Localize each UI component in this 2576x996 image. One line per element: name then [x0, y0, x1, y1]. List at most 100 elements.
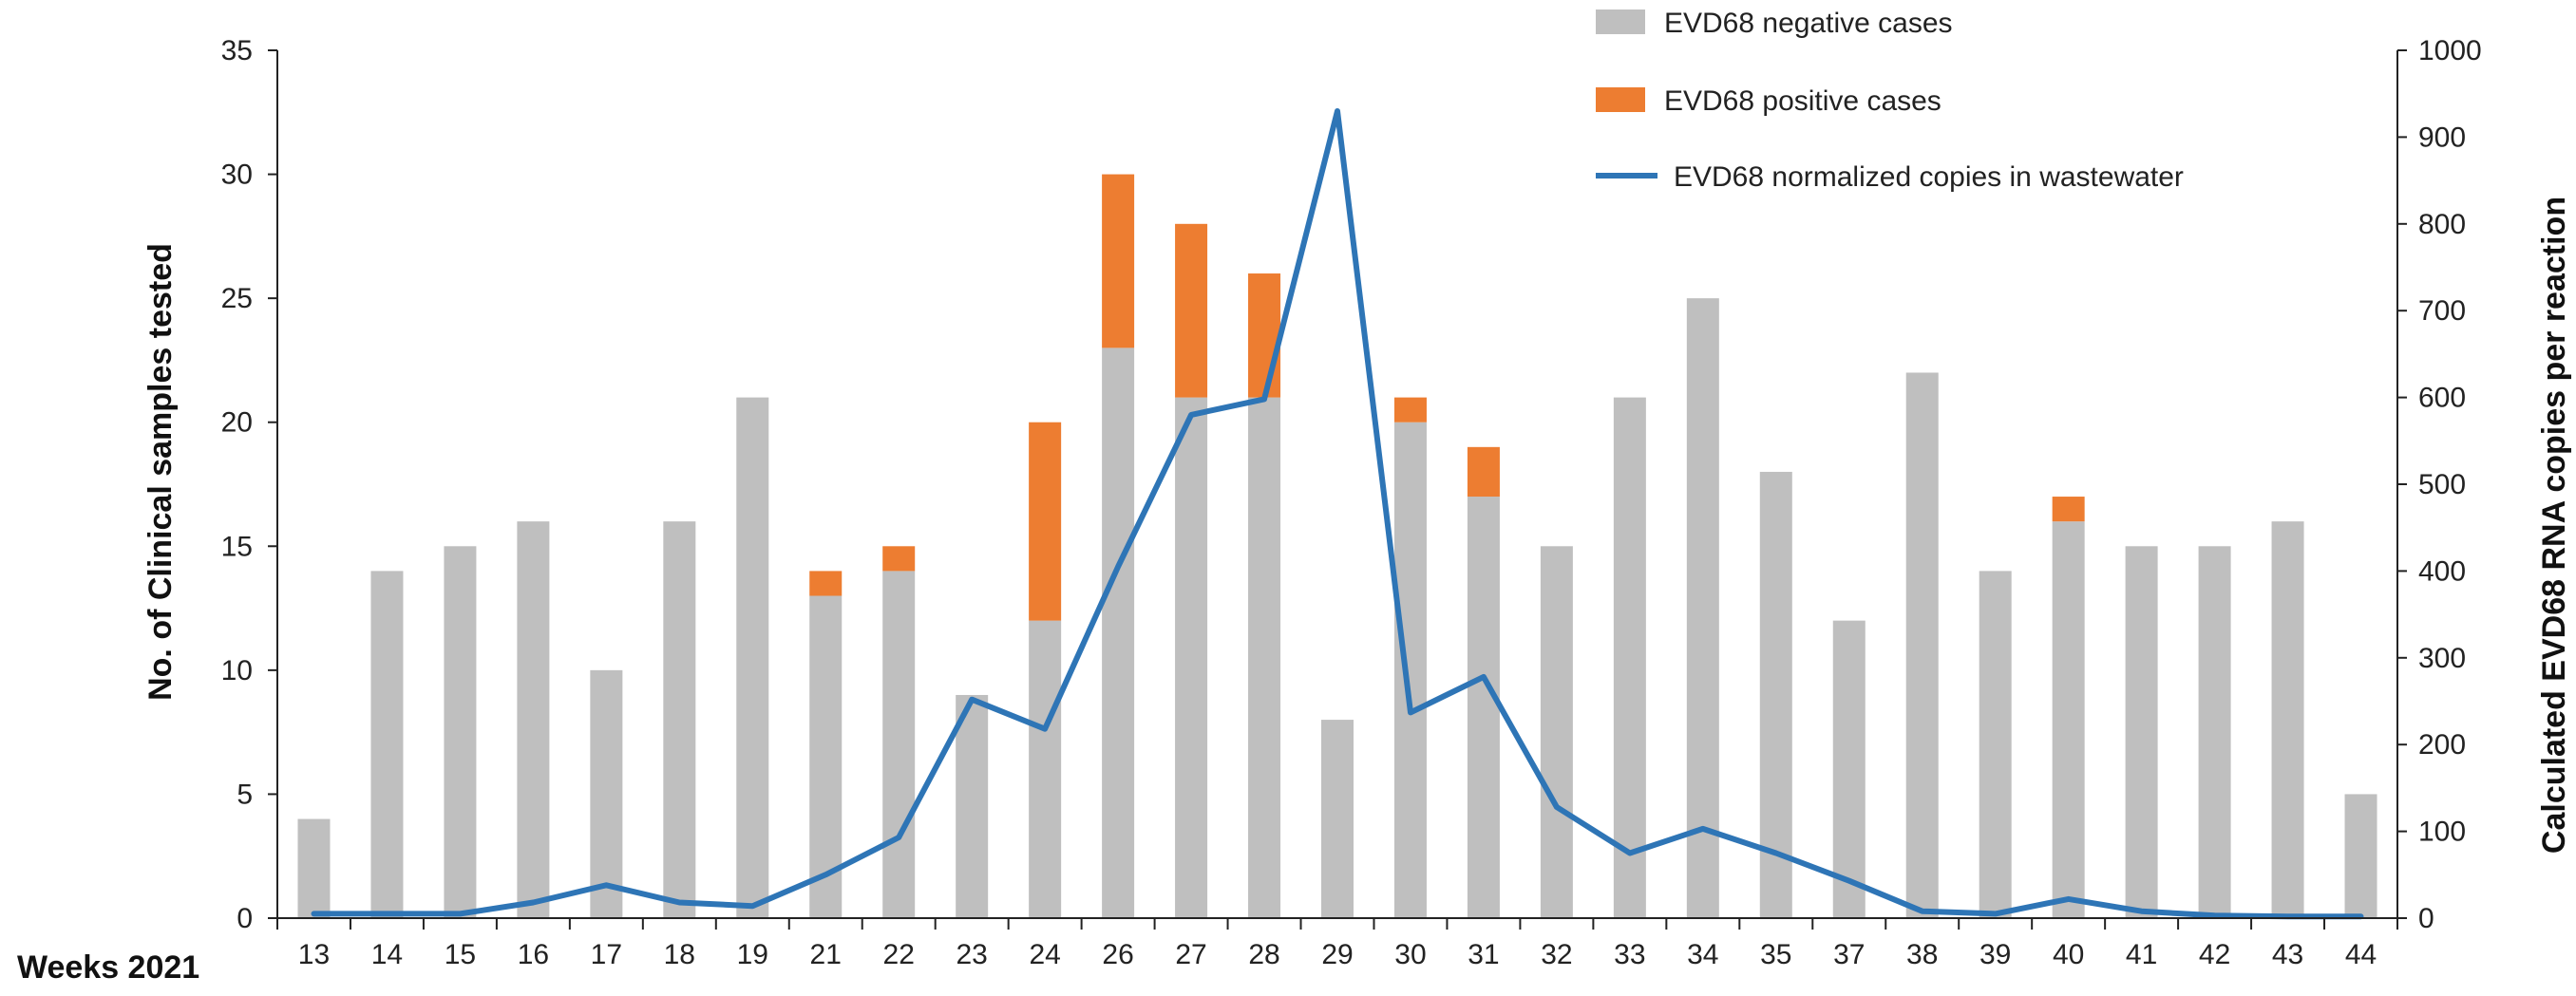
x-tick-label-week-15: 15 — [445, 939, 476, 970]
line-point-week-40 — [2068, 898, 2070, 900]
line-point-week-23 — [971, 699, 973, 701]
bar-negative-week-16 — [517, 521, 550, 918]
line-group — [311, 108, 2364, 920]
line-point-week-28 — [1263, 398, 1265, 400]
line-point-week-27 — [1190, 414, 1192, 416]
bar-positive-week-40 — [2052, 497, 2085, 522]
bar-negative-week-32 — [1540, 546, 1573, 918]
line-point-week-35 — [1775, 852, 1777, 854]
x-axis-ticks: 13 14 15 16 17 18 19 21 22 23 24 26 27 28 29 30 31 32 33 34… — [276, 918, 2398, 970]
x-tick-label-week-30: 30 — [1394, 939, 1426, 970]
right-tick-label: 0 — [2418, 903, 2434, 934]
legend-swatch-positive — [1596, 87, 1645, 112]
line-point-week-33 — [1629, 852, 1631, 854]
legend-label-wastewater: EVD68 normalized copies in wastewater — [1674, 161, 2184, 193]
line-point-week-19 — [751, 905, 753, 907]
left-tick-label: 10 — [221, 655, 253, 686]
x-tick-label-week-42: 42 — [2199, 939, 2230, 970]
right-tick-label: 800 — [2418, 209, 2466, 240]
x-tick-label-week-28: 28 — [1248, 939, 1279, 970]
left-tick-label: 5 — [237, 779, 253, 810]
left-tick-label: 35 — [221, 35, 253, 66]
line-point-week-24 — [1044, 728, 1046, 730]
bar-negative-week-15 — [444, 546, 477, 918]
right-tick-label: 100 — [2418, 817, 2466, 848]
line-point-week-15 — [459, 912, 461, 914]
bar-negative-week-26 — [1102, 348, 1135, 918]
bar-positive-week-22 — [882, 546, 916, 572]
bar-negative-week-27 — [1175, 397, 1208, 919]
legend: EVD68 negative cases EVD68 positive case… — [1596, 8, 2184, 193]
x-tick-label-week-39: 39 — [1979, 939, 2011, 970]
bar-negative-week-13 — [297, 818, 331, 918]
bar-negative-week-37 — [1832, 620, 1866, 918]
bar-positive-week-21 — [809, 571, 843, 596]
line-point-week-44 — [2360, 915, 2362, 917]
legend-label-negative: EVD68 negative cases — [1664, 8, 1953, 39]
right-axis-ticks: 0 100 200 300 400 500 600 700 800 900 1000 — [2397, 35, 2482, 934]
bar-negative-week-23 — [956, 694, 989, 918]
bar-negative-week-29 — [1321, 720, 1354, 918]
bar-negative-week-19 — [736, 397, 769, 919]
x-tick-label-week-34: 34 — [1687, 939, 1718, 970]
x-tick-label-week-16: 16 — [518, 939, 549, 970]
left-axis-ticks: 0 5 10 15 20 25 30 35 — [221, 35, 277, 934]
left-tick-label: 0 — [237, 903, 253, 934]
line-point-week-26 — [1117, 566, 1119, 568]
x-tick-label-week-13: 13 — [298, 939, 330, 970]
line-point-week-39 — [1995, 912, 1997, 914]
line-point-week-43 — [2287, 915, 2289, 917]
right-tick-label: 600 — [2418, 383, 2466, 414]
line-point-week-32 — [1556, 806, 1558, 808]
x-tick-label-week-31: 31 — [1468, 939, 1499, 970]
x-tick-label-week-40: 40 — [2053, 939, 2084, 970]
right-tick-label: 300 — [2418, 643, 2466, 674]
x-tick-label-week-33: 33 — [1614, 939, 1645, 970]
left-tick-label: 15 — [221, 531, 253, 562]
bar-positive-week-26 — [1102, 174, 1135, 348]
x-tick-label-week-22: 22 — [883, 939, 915, 970]
right-tick-label: 200 — [2418, 729, 2466, 761]
x-tick-label-week-37: 37 — [1833, 939, 1865, 970]
right-tick-label: 900 — [2418, 122, 2466, 153]
left-tick-label: 30 — [221, 160, 253, 191]
bar-negative-week-31 — [1467, 497, 1500, 918]
x-tick-label-week-18: 18 — [664, 939, 695, 970]
bar-negative-week-41 — [2125, 546, 2158, 918]
right-tick-label: 500 — [2418, 469, 2466, 500]
right-tick-label: 1000 — [2418, 35, 2482, 66]
line-point-week-22 — [898, 836, 900, 838]
bar-positive-week-27 — [1175, 223, 1208, 398]
x-axis-title: Weeks 2021 — [17, 949, 199, 986]
x-tick-label-week-43: 43 — [2272, 939, 2303, 970]
line-point-week-42 — [2214, 914, 2216, 916]
x-tick-label-week-24: 24 — [1029, 939, 1060, 970]
bar-negative-week-21 — [809, 595, 843, 918]
bar-negative-week-39 — [1979, 571, 2012, 918]
bar-positive-week-28 — [1248, 273, 1281, 398]
line-point-week-30 — [1410, 711, 1411, 713]
line-point-week-18 — [678, 902, 680, 904]
left-tick-label: 20 — [221, 407, 253, 439]
bar-negative-week-35 — [1759, 471, 1792, 918]
bar-negative-week-34 — [1686, 298, 1719, 919]
line-point-week-29 — [1336, 110, 1338, 112]
bar-negative-week-24 — [1029, 620, 1062, 918]
line-point-week-31 — [1483, 676, 1485, 678]
line-point-week-16 — [532, 902, 534, 904]
bar-negative-week-30 — [1393, 422, 1427, 918]
x-tick-label-week-27: 27 — [1175, 939, 1206, 970]
x-tick-label-week-23: 23 — [956, 939, 987, 970]
bar-group — [297, 174, 2377, 919]
bar-negative-week-38 — [1905, 372, 1939, 918]
left-axis-title: No. of Clinical samples tested — [142, 243, 179, 701]
right-axis-title: Calculated EVD68 RNA copies per reaction — [2536, 197, 2572, 854]
bar-negative-week-33 — [1613, 397, 1646, 919]
x-tick-label-week-26: 26 — [1102, 939, 1133, 970]
line-point-week-14 — [386, 912, 388, 914]
line-point-week-37 — [1848, 880, 1850, 882]
bar-negative-week-18 — [663, 521, 696, 918]
bar-negative-week-28 — [1248, 397, 1281, 919]
x-tick-label-week-32: 32 — [1541, 939, 1572, 970]
